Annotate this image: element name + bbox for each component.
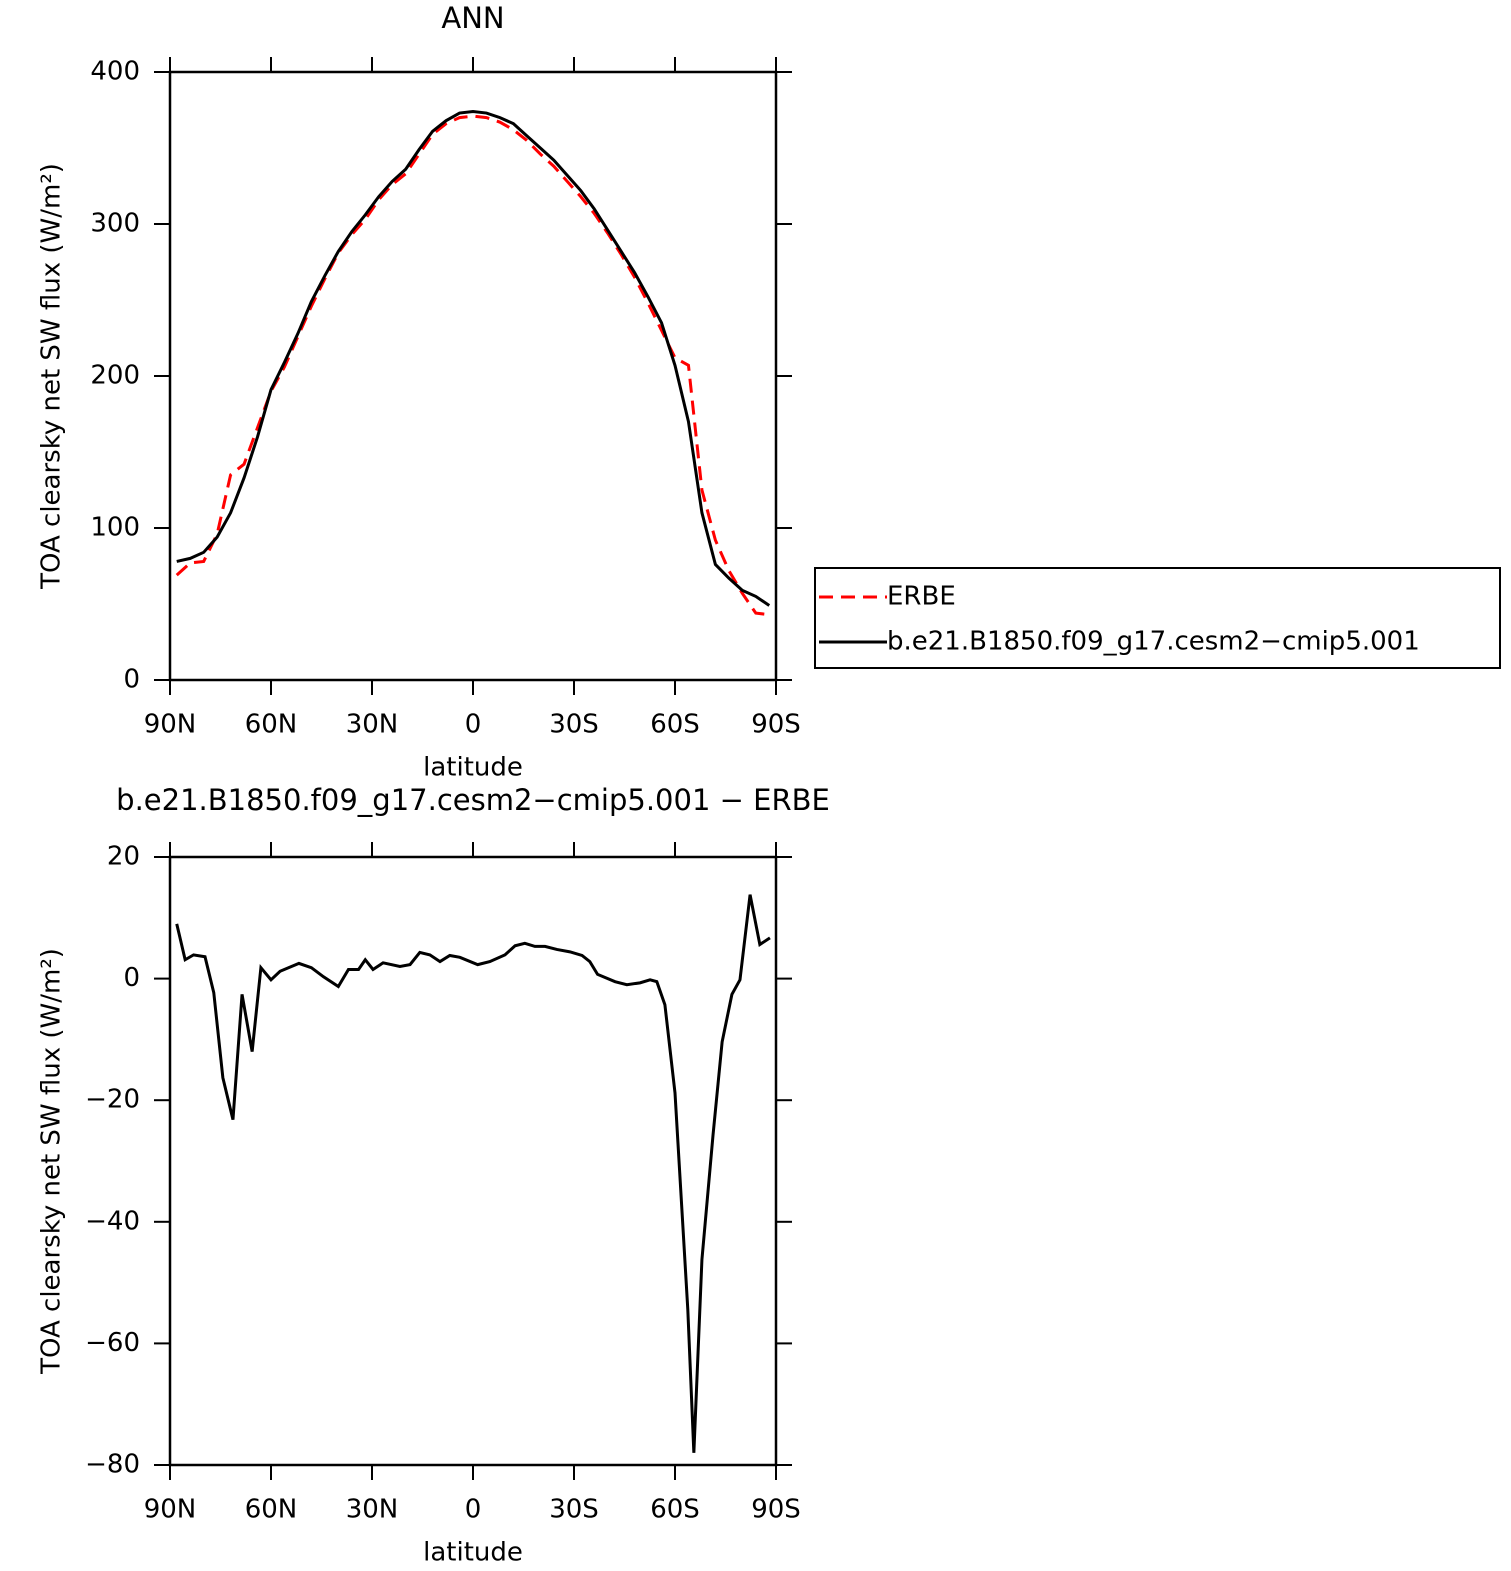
x-tick-label: 60N <box>245 1495 298 1525</box>
x-tick-label: 90N <box>144 1495 197 1525</box>
data-line <box>176 110 771 607</box>
y-tick-label: −40 <box>85 1206 140 1236</box>
y-tick-label: 0 <box>123 665 140 695</box>
y-tick-label: 400 <box>90 57 140 87</box>
y-axis-label: TOA clearsky net SW flux (W/m²) <box>37 948 67 1375</box>
x-axis-label: latitude <box>423 1538 523 1568</box>
data-line <box>175 114 770 617</box>
legend-label: b.e21.B1850.f09_g17.cesm2−cmip5.001 <box>887 627 1420 657</box>
legend-label: ERBE <box>887 582 956 612</box>
plot-frame <box>168 70 778 682</box>
x-tick-label: 0 <box>465 1495 482 1525</box>
plot-frame <box>168 855 778 1467</box>
x-axis-label: latitude <box>423 753 523 783</box>
x-tick-label: 60S <box>650 710 700 740</box>
y-tick-label: 300 <box>90 209 140 239</box>
x-tick-label: 90S <box>751 710 801 740</box>
chart-title: b.e21.B1850.f09_g17.cesm2−cmip5.001 − ER… <box>116 783 830 817</box>
x-tick-label: 30S <box>549 1495 599 1525</box>
y-tick-label: −60 <box>85 1328 140 1358</box>
x-tick-label: 60S <box>650 1495 700 1525</box>
x-tick-label: 60N <box>245 710 298 740</box>
chart-title: ANN <box>441 1 504 35</box>
x-tick-label: 90N <box>144 710 197 740</box>
x-tick-label: 30S <box>549 710 599 740</box>
y-tick-label: 200 <box>90 361 140 391</box>
x-tick-label: 90S <box>751 1495 801 1525</box>
y-tick-label: 0 <box>123 963 140 993</box>
legend-box <box>814 567 1501 669</box>
y-tick-label: 20 <box>107 842 140 872</box>
y-tick-label: 100 <box>90 513 140 543</box>
y-axis-label: TOA clearsky net SW flux (W/m²) <box>37 163 67 590</box>
x-tick-label: 30N <box>346 710 399 740</box>
y-tick-label: −80 <box>85 1450 140 1480</box>
y-tick-label: −20 <box>85 1085 140 1115</box>
data-line <box>175 894 771 1453</box>
x-tick-label: 0 <box>465 710 482 740</box>
x-tick-label: 30N <box>346 1495 399 1525</box>
